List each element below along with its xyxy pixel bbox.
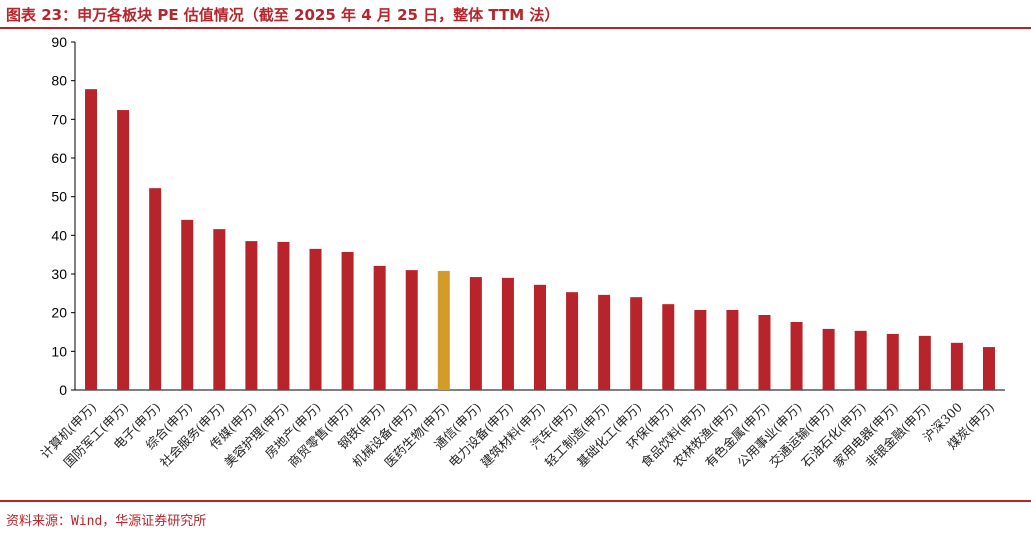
footer-divider [0, 500, 1031, 502]
y-tick-label: 90 [51, 34, 67, 50]
bar [982, 347, 995, 390]
bar [245, 241, 258, 390]
bar [950, 342, 963, 390]
bar-chart: 0102030405060708090计算机(申万)国防军工(申万)电子(申万)… [37, 34, 1005, 470]
bar [790, 321, 803, 390]
bar [630, 297, 643, 390]
bar [469, 277, 482, 390]
chart-title: 图表 23：申万各板块 PE 估值情况（截至 2025 年 4 月 25 日，整… [6, 6, 560, 24]
bar [373, 265, 386, 390]
bar [854, 330, 867, 390]
bar [501, 277, 514, 390]
y-tick-label: 20 [51, 305, 67, 321]
y-tick-label: 60 [51, 150, 67, 166]
bar [309, 248, 322, 390]
bar [181, 219, 194, 390]
bar [534, 284, 546, 390]
y-tick-label: 70 [51, 111, 67, 127]
bar [918, 335, 931, 390]
bar [213, 229, 226, 390]
y-tick-label: 0 [59, 382, 67, 398]
bar [566, 292, 579, 390]
bar [822, 328, 835, 390]
bar [886, 333, 899, 390]
bar [117, 110, 130, 390]
y-tick-label: 50 [51, 189, 67, 205]
bar [405, 270, 418, 390]
bar [598, 294, 611, 390]
bar [662, 304, 675, 390]
y-tick-label: 30 [51, 266, 67, 282]
bar [149, 188, 162, 390]
bar [277, 241, 290, 390]
bar [85, 89, 98, 390]
bar [437, 270, 450, 390]
title-divider [0, 27, 1031, 29]
bar [726, 309, 739, 390]
source-note: 资料来源：Wind，华源证券研究所 [6, 514, 207, 529]
bar [694, 309, 707, 390]
y-tick-label: 40 [51, 227, 67, 243]
y-tick-label: 80 [51, 73, 67, 89]
bar [758, 314, 771, 390]
bar [341, 251, 354, 390]
y-tick-label: 10 [51, 343, 67, 359]
